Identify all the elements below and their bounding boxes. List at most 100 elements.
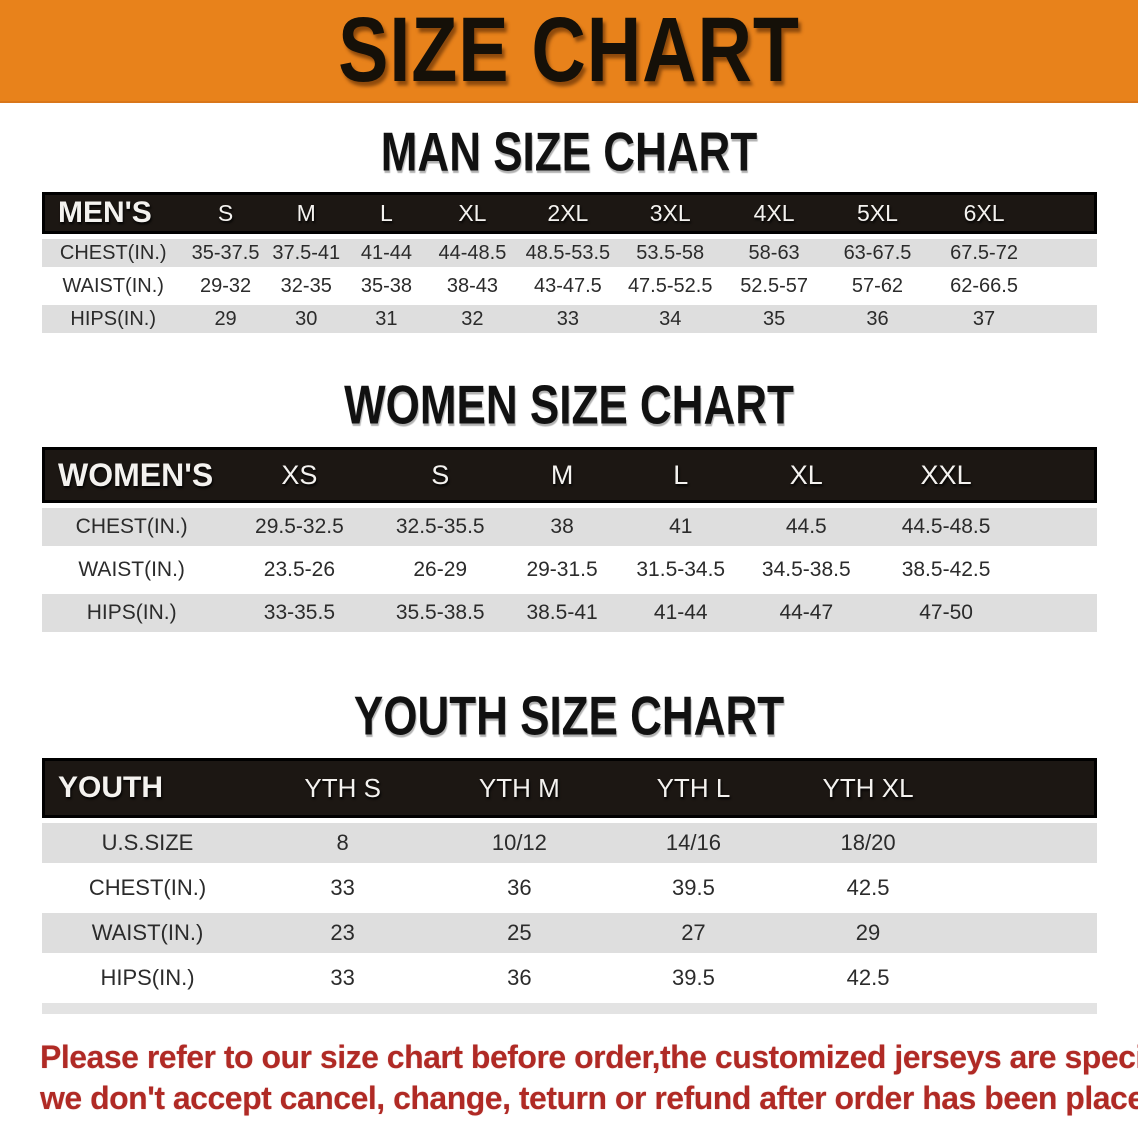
value-cell: 48.5-53.5: [517, 239, 618, 267]
header-spacer-cell: [1019, 447, 1097, 503]
value-cell: 32.5-35.5: [377, 508, 503, 546]
size-column-header: YTH XL: [780, 758, 956, 818]
value-cell: 44.5: [740, 508, 873, 546]
value-cell: 37.5-41: [266, 239, 346, 267]
footnote-line-2: we don't accept cancel, change, teturn o…: [40, 1079, 1138, 1116]
table-header-row: WOMEN'S XS S M L XL XXL: [42, 447, 1097, 503]
header-spacer-cell: [955, 758, 1097, 818]
value-cell: 35: [722, 305, 826, 333]
size-column-header: YTH L: [606, 758, 781, 818]
value-cell: 35-38: [345, 272, 428, 300]
value-cell: 10/12: [432, 823, 607, 863]
table-header-row: MEN'S S M L XL 2XL 3XL 4XL 5XL 6XL: [42, 192, 1097, 234]
footnote-line-1: Please refer to our size chart before or…: [40, 1039, 1138, 1075]
table-header-label: WOMEN'S: [42, 447, 222, 503]
size-column-header: L: [621, 447, 741, 503]
value-cell: 67.5-72: [929, 239, 1039, 267]
table-row: WAIST(IN.) 29-32 32-35 35-38 38-43 43-47.5 47.…: [42, 272, 1097, 300]
value-cell: 47-50: [872, 594, 1020, 632]
size-column-header: 5XL: [825, 192, 930, 234]
value-cell: 44-47: [740, 594, 873, 632]
table-row: HIPS(IN.) 29 30 31 32 33 34 35 36 37: [42, 305, 1097, 333]
row-spacer-cell: [1019, 551, 1097, 589]
table-row: U.S.SIZE 8 10/12 14/16 18/20: [42, 823, 1097, 863]
row-spacer-cell: [1019, 594, 1097, 632]
value-cell: 42.5: [780, 958, 956, 998]
header-spacer-cell: [1038, 192, 1097, 234]
value-cell: 43-47.5: [517, 272, 618, 300]
value-cell: 33: [253, 958, 433, 998]
value-cell: 38: [503, 508, 622, 546]
value-cell: 32-35: [266, 272, 346, 300]
value-cell: 34.5-38.5: [740, 551, 873, 589]
value-cell: 52.5-57: [722, 272, 826, 300]
table-header-row: YOUTH YTH S YTH M YTH L YTH XL: [42, 758, 1097, 818]
table-row: HIPS(IN.) 33 36 39.5 42.5: [42, 958, 1097, 998]
value-cell: 58-63: [722, 239, 826, 267]
row-spacer-cell: [955, 868, 1097, 908]
row-label: WAIST(IN.): [42, 913, 253, 953]
size-column-header: S: [184, 192, 267, 234]
value-cell: 23: [253, 913, 433, 953]
value-cell: 42.5: [780, 868, 956, 908]
value-cell: 36: [432, 868, 607, 908]
table-header-label: YOUTH: [42, 758, 253, 818]
value-cell: 39.5: [606, 868, 781, 908]
value-cell: 63-67.5: [825, 239, 930, 267]
value-cell: 36: [432, 958, 607, 998]
row-spacer-cell: [1038, 272, 1097, 300]
value-cell: 27: [606, 913, 781, 953]
table-row: HIPS(IN.) 33-35.5 35.5-38.5 38.5-41 41-44 44-…: [42, 594, 1097, 632]
size-column-header: XS: [221, 447, 378, 503]
footnote: Please refer to our size chart before or…: [40, 1037, 1138, 1119]
value-cell: 29-31.5: [503, 551, 622, 589]
row-label: U.S.SIZE: [42, 823, 253, 863]
size-column-header: 6XL: [929, 192, 1039, 234]
value-cell: 35.5-38.5: [377, 594, 503, 632]
value-cell: 38.5-41: [503, 594, 622, 632]
value-cell: 33: [517, 305, 618, 333]
size-column-header: YTH S: [253, 758, 433, 818]
value-cell: 23.5-26: [221, 551, 378, 589]
youth-size-table: YOUTH YTH S YTH M YTH L YTH XL U.S.SIZE 8 10/12…: [42, 753, 1097, 1019]
value-cell: 31: [345, 305, 428, 333]
value-cell: 33: [253, 868, 433, 908]
row-label: CHEST(IN.): [42, 239, 185, 267]
table-row: WAIST(IN.) 23 25 27 29: [42, 913, 1097, 953]
value-cell: 41-44: [621, 594, 741, 632]
table-row: CHEST(IN.) 29.5-32.5 32.5-35.5 38 41 44.5 44.5…: [42, 508, 1097, 546]
size-column-header: M: [503, 447, 622, 503]
value-cell: 32: [427, 305, 518, 333]
value-cell: 31.5-34.5: [621, 551, 741, 589]
size-column-header: XL: [427, 192, 518, 234]
row-label: HIPS(IN.): [42, 958, 253, 998]
table-row: CHEST(IN.) 35-37.5 37.5-41 41-44 44-48.5 48.5…: [42, 239, 1097, 267]
size-column-header: XL: [740, 447, 873, 503]
value-cell: 38.5-42.5: [872, 551, 1020, 589]
value-cell: 44-48.5: [427, 239, 518, 267]
value-cell: 37: [929, 305, 1039, 333]
row-spacer-cell: [1019, 508, 1097, 546]
size-column-header: 2XL: [517, 192, 618, 234]
value-cell: 26-29: [377, 551, 503, 589]
size-column-header: YTH M: [432, 758, 607, 818]
value-cell: 35-37.5: [184, 239, 267, 267]
value-cell: 62-66.5: [929, 272, 1039, 300]
row-label: WAIST(IN.): [42, 272, 185, 300]
row-spacer-cell: [955, 958, 1097, 998]
value-cell: 29: [184, 305, 267, 333]
value-cell: 53.5-58: [617, 239, 723, 267]
women-size-table: WOMEN'S XS S M L XL XXL CHEST(IN.) 29.5-32.5 32.5…: [42, 442, 1097, 637]
row-label: WAIST(IN.): [42, 551, 222, 589]
value-cell: 30: [266, 305, 346, 333]
value-cell: 47.5-52.5: [617, 272, 723, 300]
value-cell: 34: [617, 305, 723, 333]
value-cell: 29-32: [184, 272, 267, 300]
women-section-heading: WOMEN SIZE CHART: [344, 374, 794, 436]
size-column-header: XXL: [872, 447, 1020, 503]
row-label: CHEST(IN.): [42, 508, 222, 546]
bottom-strip-cell: [42, 1003, 1097, 1014]
banner: SIZE CHART: [0, 0, 1138, 103]
size-column-header: M: [266, 192, 346, 234]
